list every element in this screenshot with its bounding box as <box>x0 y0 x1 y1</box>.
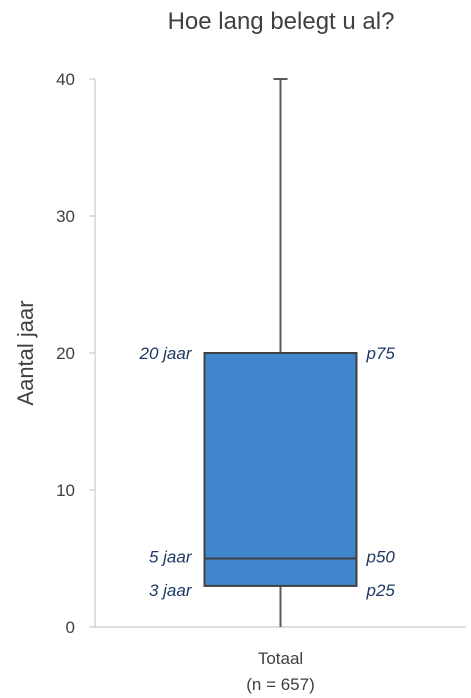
chart-title: Hoe lang belegt u al? <box>168 8 395 35</box>
y-tick-label: 30 <box>56 207 75 226</box>
category-label: Totaal <box>258 649 303 668</box>
annotation-right: p25 <box>366 581 396 600</box>
category-sublabel: (n = 657) <box>246 675 315 694</box>
annotation-left: 20 jaar <box>139 344 193 363</box>
y-tick-label: 10 <box>56 481 75 500</box>
annotation-left: 3 jaar <box>149 581 193 600</box>
annotation-right: p75 <box>366 344 396 363</box>
y-tick-label: 0 <box>66 618 75 637</box>
annotation-left: 5 jaar <box>149 548 193 567</box>
y-axis-label: Aantal jaar <box>13 300 38 405</box>
y-tick-label: 40 <box>56 70 75 89</box>
box-iqr <box>203 352 358 587</box>
annotation-right: p50 <box>366 548 396 567</box>
y-tick-label: 20 <box>56 344 75 363</box>
